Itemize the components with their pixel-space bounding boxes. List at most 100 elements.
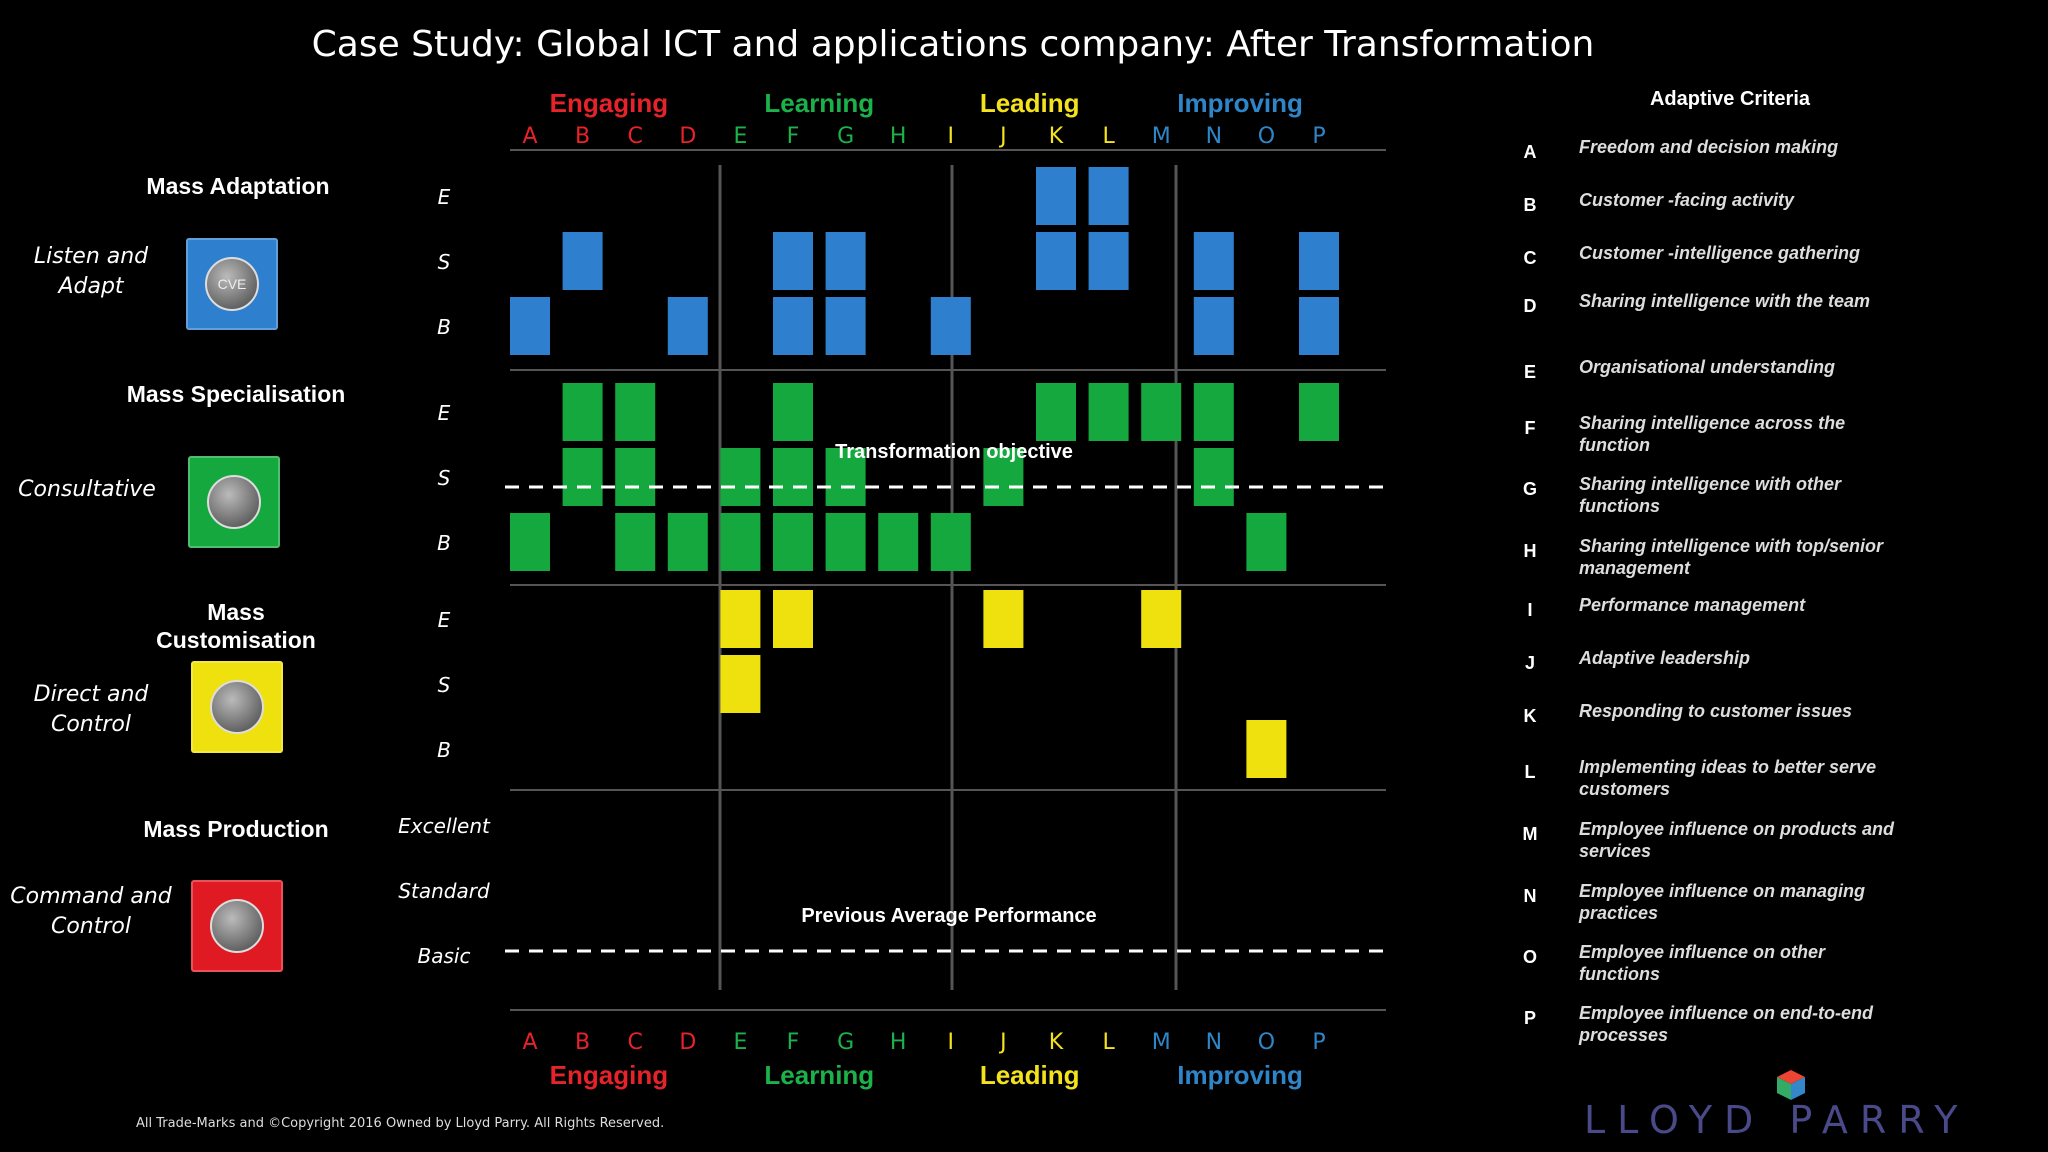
- cell-mass-specialisation-e-n: [1193, 383, 1234, 441]
- column-letter-top: D: [679, 124, 697, 149]
- cve-icon: CVE: [205, 257, 259, 311]
- workshop-icon: [207, 475, 261, 529]
- cell-mass-adaptation-b-p: [1299, 297, 1339, 355]
- criteria-description: Adaptive leadership: [1579, 648, 1751, 668]
- criteria-letter: O: [1522, 947, 1537, 967]
- criteria-letter: B: [1523, 195, 1537, 215]
- criteria-letter: F: [1524, 418, 1536, 438]
- cell-mass-specialisation-s-n: [1193, 448, 1234, 506]
- column-letter-top: B: [575, 124, 591, 149]
- cell-mass-specialisation-b-d: [667, 513, 708, 571]
- cell-mass-specialisation-e-f: [773, 383, 813, 441]
- row-label: E: [437, 608, 451, 632]
- column-letter-bottom: K: [1048, 1030, 1064, 1055]
- criteria-description: Employee influence on products and servi…: [1579, 819, 1895, 861]
- cell-mass-specialisation-e-m: [1141, 383, 1182, 441]
- category-header-bottom: Learning: [764, 1060, 875, 1090]
- criteria-letter: P: [1523, 1008, 1536, 1028]
- column-letter-top: G: [837, 124, 855, 149]
- criteria-description: Sharing intelligence with the team: [1579, 291, 1871, 311]
- column-letter-bottom: D: [679, 1030, 697, 1055]
- column-letter-top: P: [1312, 124, 1326, 149]
- cell-mass-adaptation-s-f: [773, 232, 813, 290]
- level-badge: [191, 661, 283, 753]
- row-label: S: [437, 673, 451, 697]
- criteria-description: Sharing intelligence across the function: [1579, 413, 1846, 455]
- cell-mass-specialisation-b-o: [1246, 513, 1287, 571]
- category-header-top: Engaging: [549, 88, 669, 118]
- cell-mass-specialisation-e-l: [1088, 383, 1129, 441]
- column-letter-top: L: [1102, 124, 1115, 149]
- level-name: Mass Specialisation: [126, 381, 346, 407]
- criteria-letter: A: [1523, 142, 1537, 162]
- cell-mass-adaptation-s-n: [1193, 232, 1234, 290]
- column-letter-top: M: [1151, 124, 1171, 149]
- criteria-description: Performance management: [1579, 595, 1806, 615]
- column-letter-bottom: N: [1205, 1030, 1223, 1055]
- cell-mass-specialisation-e-b: [562, 383, 603, 441]
- level-name: Mass Adaptation: [146, 173, 330, 199]
- category-header-top: Improving: [1177, 88, 1303, 118]
- column-letter-bottom: I: [947, 1030, 955, 1055]
- level-name: Mass Production: [143, 816, 329, 842]
- criteria-letter: J: [1524, 653, 1535, 673]
- category-header-bottom: Leading: [979, 1060, 1080, 1090]
- column-letter-bottom: C: [627, 1030, 643, 1055]
- cell-mass-customisation-e-f: [773, 590, 813, 648]
- column-letter-bottom: A: [522, 1030, 538, 1055]
- cell-mass-adaptation-s-b: [562, 232, 603, 290]
- management-style: Direct and Control: [33, 682, 149, 737]
- row-label: Standard: [398, 879, 490, 903]
- criteria-title: Adaptive Criteria: [1649, 88, 1811, 110]
- cell-mass-specialisation-e-p: [1299, 383, 1339, 441]
- level-badge: CVE: [186, 238, 278, 330]
- cell-mass-specialisation-s-b: [562, 448, 603, 506]
- cell-mass-customisation-s-e: [720, 655, 761, 713]
- company-logo: LLOYD PARRY: [1584, 1098, 1970, 1142]
- criteria-description: Employee influence on other functions: [1579, 942, 1826, 984]
- cell-mass-specialisation-e-c: [615, 383, 656, 441]
- bus-icon: [210, 899, 264, 953]
- cell-mass-specialisation-b-h: [878, 513, 919, 571]
- cell-mass-specialisation-s-c: [615, 448, 656, 506]
- level-name: Mass Customisation: [156, 599, 316, 653]
- criteria-letter: E: [1523, 362, 1536, 382]
- logo-cube-icon: [1777, 1070, 1805, 1100]
- column-letter-top: O: [1257, 124, 1276, 149]
- copyright-notice: All Trade-Marks and ©Copyright 2016 Owne…: [136, 1116, 665, 1131]
- column-letter-top: C: [627, 124, 643, 149]
- row-label: Basic: [417, 944, 471, 968]
- level-badge: [191, 880, 283, 972]
- reference-label: Transformation objective: [835, 441, 1073, 463]
- criteria-description: Sharing intelligence with other function…: [1579, 474, 1842, 516]
- column-letter-bottom: G: [837, 1030, 855, 1055]
- column-letter-top: E: [733, 124, 748, 149]
- row-label: E: [437, 401, 451, 425]
- reference-label: Previous Average Performance: [801, 905, 1097, 927]
- criteria-description: Freedom and decision making: [1579, 137, 1839, 157]
- column-letter-bottom: L: [1102, 1030, 1115, 1055]
- criteria-description: Customer -intelligence gathering: [1579, 243, 1861, 263]
- criteria-description: Implementing ideas to better serve custo…: [1579, 757, 1877, 799]
- column-letter-top: K: [1048, 124, 1064, 149]
- column-letter-bottom: J: [1000, 1030, 1007, 1055]
- criteria-letter: M: [1522, 824, 1538, 844]
- cell-mass-specialisation-b-g: [825, 513, 866, 571]
- column-letter-bottom: M: [1151, 1030, 1171, 1055]
- column-letter-bottom: B: [575, 1030, 591, 1055]
- cell-mass-specialisation-s-g: [825, 448, 866, 506]
- cell-mass-customisation-b-o: [1246, 720, 1287, 778]
- column-letter-bottom: P: [1312, 1030, 1326, 1055]
- cell-mass-specialisation-s-j: [983, 448, 1024, 506]
- category-header-bottom: Engaging: [549, 1060, 669, 1090]
- column-letter-bottom: F: [786, 1030, 800, 1055]
- cell-mass-adaptation-s-g: [825, 232, 866, 290]
- column-letter-top: J: [1000, 124, 1007, 149]
- criteria-letter: I: [1527, 600, 1533, 620]
- row-label: S: [437, 466, 451, 490]
- criteria-description: Organisational understanding: [1579, 357, 1836, 377]
- criteria-description: Employee influence on end-to-end process…: [1579, 1003, 1874, 1045]
- cell-mass-adaptation-b-n: [1193, 297, 1234, 355]
- row-label: S: [437, 250, 451, 274]
